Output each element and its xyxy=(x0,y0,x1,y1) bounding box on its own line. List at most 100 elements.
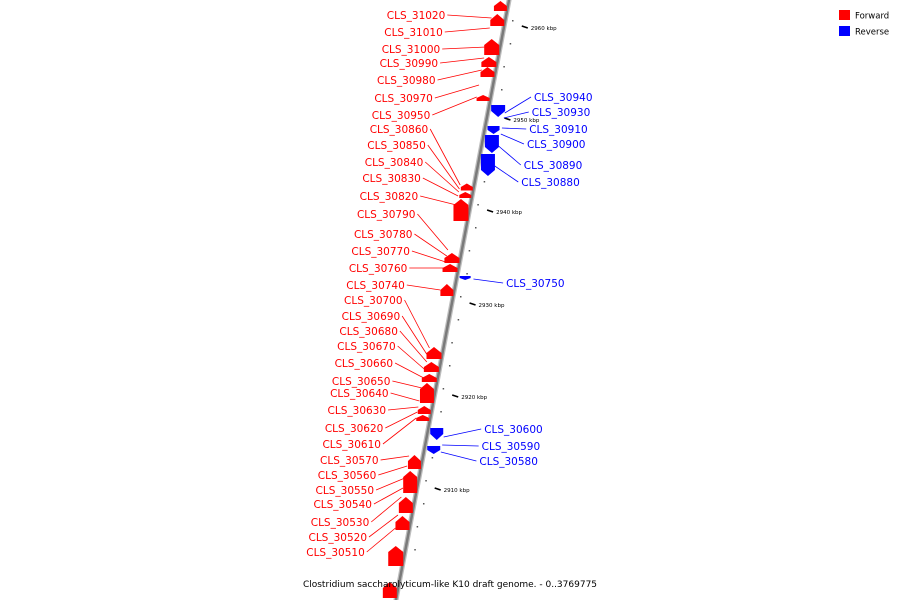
gene-labels: CLS_31020 CLS_31010 CLS_31000 CLS_30990 CLS_… xyxy=(306,10,592,559)
scale-tick-label: 2950 kbp xyxy=(513,118,539,124)
forward-gene-block xyxy=(493,1,507,11)
track-dot xyxy=(509,43,512,45)
gene-label: CLS_30840 xyxy=(365,157,424,169)
forward-gene-block xyxy=(395,516,410,530)
gene-label: CLS_30570 xyxy=(320,455,379,467)
gene-label: CLS_30670 xyxy=(337,341,396,353)
label-leader-line xyxy=(503,111,529,119)
legend-reverse-label: Reverse xyxy=(855,28,889,38)
gene-label: CLS_30990 xyxy=(380,58,439,70)
gene-label: CLS_30530 xyxy=(311,517,370,529)
legend-forward-swatch xyxy=(839,10,850,20)
reverse-gene-block xyxy=(480,154,495,176)
forward-gene-block xyxy=(426,347,442,359)
scale-tick-label: 2930 kbp xyxy=(479,303,505,309)
gene-features xyxy=(382,1,507,598)
forward-gene-block xyxy=(417,406,431,414)
reverse-gene-block xyxy=(430,428,444,440)
track-dot xyxy=(425,480,427,482)
label-leader-line xyxy=(390,392,420,402)
label-leader-line xyxy=(417,213,449,251)
gene-label: CLS_30520 xyxy=(309,532,368,544)
scale-tick-mark xyxy=(504,117,511,121)
gene-label: CLS_30790 xyxy=(357,209,416,221)
label-leader-line xyxy=(368,514,399,538)
scale-tick-mark xyxy=(469,302,476,306)
label-leader-line xyxy=(442,46,487,50)
track-dot xyxy=(501,89,503,91)
label-leader-line xyxy=(440,57,485,64)
label-leader-line xyxy=(406,284,441,291)
gene-label: CLS_30580 xyxy=(479,456,538,468)
gene-label: CLS_30550 xyxy=(316,485,375,497)
label-leader-line xyxy=(399,330,428,363)
gene-label: CLS_30900 xyxy=(527,139,586,151)
reverse-gene-block xyxy=(459,276,471,280)
gene-label: CLS_31020 xyxy=(387,10,446,22)
forward-gene-block xyxy=(382,582,397,598)
gene-label: CLS_30600 xyxy=(484,424,543,436)
forward-gene-block xyxy=(453,199,469,221)
track-dot xyxy=(451,342,453,344)
track-dot xyxy=(457,319,460,321)
label-leader-line xyxy=(429,128,461,186)
forward-gene-block xyxy=(481,57,497,67)
legend-forward-label: Forward xyxy=(855,12,889,22)
label-leader-line xyxy=(440,451,477,462)
gene-label: CLS_30560 xyxy=(318,470,377,482)
gene-label: CLS_30610 xyxy=(322,439,381,451)
gene-label: CLS_30590 xyxy=(482,441,541,453)
label-leader-line xyxy=(501,127,527,130)
forward-gene-block xyxy=(388,546,404,566)
gene-label: CLS_30620 xyxy=(325,423,384,435)
forward-gene-block xyxy=(421,374,437,382)
label-leader-line xyxy=(437,69,482,81)
track-dot xyxy=(440,411,442,413)
gene-label: CLS_30970 xyxy=(374,93,433,105)
gene-label: CLS_30950 xyxy=(372,110,431,122)
gene-label: CLS_30630 xyxy=(328,405,387,417)
label-leader-line xyxy=(444,27,490,33)
gene-label: CLS_30740 xyxy=(346,280,405,292)
label-leader-line xyxy=(388,406,419,411)
label-leader-line xyxy=(504,96,532,114)
forward-gene-block xyxy=(480,67,495,77)
scale-tick-mark xyxy=(521,25,529,29)
scale-tick-label: 2960 kbp xyxy=(531,26,557,32)
forward-gene-block xyxy=(407,455,421,469)
label-leader-line xyxy=(414,233,448,257)
reverse-gene-block xyxy=(491,105,506,117)
label-leader-line xyxy=(380,455,410,461)
gene-label: CLS_30750 xyxy=(506,278,564,290)
gene-label: CLS_30830 xyxy=(362,173,421,185)
forward-gene-block xyxy=(490,14,505,26)
gene-label: CLS_30660 xyxy=(335,358,394,370)
forward-gene-block xyxy=(444,253,460,263)
track-dot xyxy=(466,273,468,275)
track-dot xyxy=(475,227,477,229)
map-caption: Clostridium saccharolyticum-like K10 dra… xyxy=(303,580,597,590)
legend-reverse-swatch xyxy=(839,26,850,36)
track-dot xyxy=(431,457,434,459)
label-leader-line xyxy=(494,165,519,183)
label-leader-line xyxy=(420,195,457,206)
scale-tick-mark xyxy=(486,209,494,213)
gene-label: CLS_30880 xyxy=(521,177,580,189)
gene-label: CLS_30650 xyxy=(332,376,391,388)
gene-label: CLS_30780 xyxy=(354,229,413,241)
forward-gene-block xyxy=(442,264,458,272)
label-leader-line xyxy=(424,161,460,193)
label-leader-line xyxy=(375,477,406,491)
gene-label: CLS_31000 xyxy=(382,44,441,56)
forward-gene-block xyxy=(419,383,434,403)
label-leader-line xyxy=(392,380,423,389)
gene-label: CLS_30640 xyxy=(330,388,389,400)
track-dot xyxy=(448,365,451,367)
forward-gene-block xyxy=(484,39,500,55)
label-leader-line xyxy=(385,411,418,429)
gene-label: CLS_30850 xyxy=(367,140,426,152)
scale-tick-label: 2940 kbp xyxy=(496,210,522,216)
track-dot xyxy=(414,549,416,551)
backbone-track xyxy=(393,0,512,600)
